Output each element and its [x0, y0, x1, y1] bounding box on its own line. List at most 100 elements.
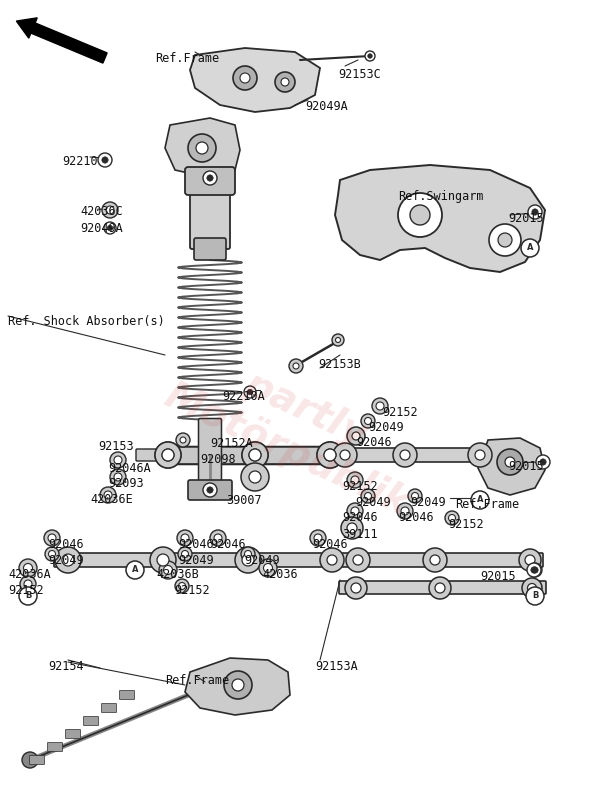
Circle shape	[519, 549, 541, 571]
Circle shape	[347, 472, 363, 488]
Circle shape	[45, 547, 59, 561]
FancyBboxPatch shape	[136, 449, 160, 461]
Circle shape	[521, 239, 539, 257]
Circle shape	[241, 547, 255, 561]
Circle shape	[429, 577, 451, 599]
Circle shape	[397, 503, 413, 519]
Polygon shape	[190, 48, 320, 112]
Text: A: A	[477, 495, 483, 505]
Text: 92046: 92046	[210, 538, 246, 551]
Text: Ref. Shock Absorber(s): Ref. Shock Absorber(s)	[8, 315, 165, 328]
Circle shape	[263, 563, 272, 573]
Circle shape	[19, 587, 37, 605]
Text: 92152: 92152	[174, 584, 210, 597]
Circle shape	[540, 459, 546, 465]
Circle shape	[489, 224, 521, 256]
Circle shape	[203, 171, 217, 185]
Circle shape	[528, 205, 542, 219]
Circle shape	[104, 491, 112, 499]
Circle shape	[365, 51, 375, 61]
Circle shape	[249, 471, 261, 483]
Circle shape	[372, 398, 388, 414]
Circle shape	[314, 534, 322, 542]
Circle shape	[361, 414, 375, 428]
Circle shape	[351, 583, 361, 593]
Circle shape	[104, 222, 116, 234]
FancyBboxPatch shape	[331, 553, 543, 567]
Circle shape	[445, 511, 459, 525]
Text: 92210A: 92210A	[222, 390, 265, 403]
Circle shape	[435, 583, 445, 593]
Circle shape	[203, 483, 217, 497]
Circle shape	[471, 491, 489, 509]
Circle shape	[247, 390, 253, 394]
Circle shape	[522, 578, 542, 598]
Polygon shape	[335, 165, 545, 272]
Circle shape	[527, 583, 536, 593]
Circle shape	[368, 54, 372, 58]
Circle shape	[106, 206, 114, 214]
Circle shape	[100, 487, 116, 503]
Text: 92152: 92152	[342, 480, 378, 493]
FancyBboxPatch shape	[120, 690, 134, 699]
Circle shape	[102, 202, 118, 218]
Circle shape	[249, 449, 261, 461]
Text: 92046: 92046	[356, 436, 392, 449]
FancyBboxPatch shape	[190, 190, 230, 249]
Text: 92093: 92093	[108, 477, 144, 490]
Text: 92152A: 92152A	[210, 437, 253, 450]
Circle shape	[110, 469, 126, 485]
Text: 92015: 92015	[508, 460, 543, 473]
Circle shape	[207, 487, 213, 493]
FancyBboxPatch shape	[167, 447, 331, 463]
Circle shape	[24, 563, 33, 573]
Circle shape	[48, 534, 56, 542]
Text: 92154: 92154	[48, 660, 83, 673]
Circle shape	[240, 73, 250, 83]
Circle shape	[242, 442, 268, 468]
Circle shape	[430, 555, 440, 565]
Circle shape	[181, 534, 189, 542]
Circle shape	[180, 437, 186, 443]
Circle shape	[259, 559, 277, 577]
Circle shape	[244, 550, 252, 558]
Circle shape	[163, 566, 172, 574]
Circle shape	[351, 507, 359, 515]
Circle shape	[162, 449, 174, 461]
Text: 42036A: 42036A	[8, 568, 51, 581]
Circle shape	[324, 449, 336, 461]
Text: 92049A: 92049A	[80, 222, 123, 235]
Text: 92098: 92098	[200, 453, 236, 466]
Circle shape	[401, 507, 409, 515]
Circle shape	[157, 554, 169, 566]
Text: 92046: 92046	[342, 511, 378, 524]
Text: A: A	[132, 566, 139, 574]
Text: 39007: 39007	[226, 494, 262, 507]
Circle shape	[207, 175, 213, 181]
Circle shape	[20, 576, 36, 592]
Text: 92049: 92049	[48, 554, 83, 567]
Circle shape	[182, 550, 188, 558]
Circle shape	[340, 450, 350, 460]
Circle shape	[410, 205, 430, 225]
Circle shape	[317, 442, 343, 468]
Circle shape	[497, 449, 523, 475]
Circle shape	[107, 226, 112, 230]
Circle shape	[224, 671, 252, 699]
FancyBboxPatch shape	[194, 238, 226, 260]
Circle shape	[241, 463, 269, 491]
Circle shape	[44, 530, 60, 546]
Circle shape	[361, 489, 375, 503]
FancyBboxPatch shape	[198, 418, 221, 486]
Circle shape	[332, 334, 344, 346]
Text: 39111: 39111	[342, 528, 378, 541]
Circle shape	[188, 134, 216, 162]
Circle shape	[341, 517, 363, 539]
Circle shape	[289, 359, 303, 373]
Circle shape	[532, 567, 538, 573]
Text: 42036: 42036	[262, 568, 298, 581]
Text: 92153B: 92153B	[318, 358, 361, 371]
Circle shape	[178, 547, 192, 561]
Circle shape	[244, 386, 256, 398]
Circle shape	[317, 442, 343, 468]
